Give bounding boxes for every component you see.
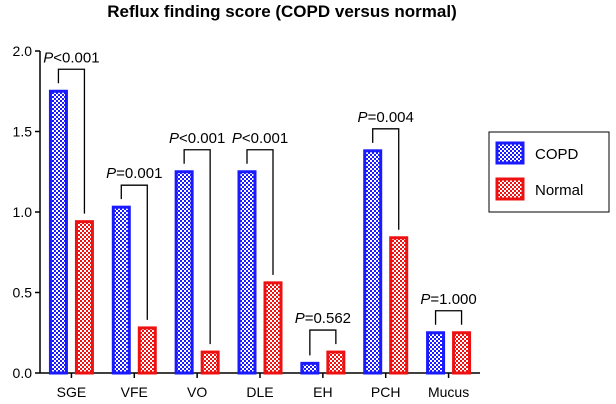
bars [48,89,472,375]
y-tick-label: 0.5 [13,285,33,301]
bar-normal-mucus [452,331,472,375]
significance-bracket [309,329,337,356]
p-value-label: P=1.000 [420,291,476,308]
significance-bracket [372,128,400,230]
bar-normal-dle [263,281,283,375]
significance-bracket [183,149,211,345]
x-tick-label: VFE [121,384,148,400]
legend-swatch-copd [495,141,525,165]
p-value-label: P<0.001 [43,49,99,66]
x-tick-label: Mucus [428,384,469,400]
bar-normal-vfe [137,326,157,375]
chart-title: Reflux finding score (COPD versus normal… [107,2,457,21]
axes: 0.0 0.5 1.0 1.5 2.0 SGE VFE VO DLE EH PCH Mucus [13,43,480,400]
bar-normal-pch [389,236,409,375]
x-tick-label: VO [187,384,207,400]
p-value-annotations: P<0.001 P=0.001 P<0.001 P<0.001 P=0.562 P=0.0… [43,49,477,356]
bar-copd-sge [48,89,68,375]
bar-copd-eh [300,361,320,375]
y-tick-label: 2.0 [13,43,33,59]
p-value-label: P<0.001 [169,130,225,147]
p-value-label: P<0.001 [232,130,288,147]
significance-bracket [120,184,148,320]
bar-copd-pch [363,149,383,375]
legend: COPD Normal [488,131,610,213]
bar-copd-vo [174,170,194,375]
significance-bracket [434,310,463,325]
y-tick-label: 1.0 [13,204,33,220]
legend-label-copd: COPD [535,146,579,163]
p-value-label: P=0.004 [358,109,414,126]
x-tick-label: DLE [246,384,273,400]
y-tick-label: 0.0 [13,365,33,381]
p-value-label: P=0.001 [106,165,162,182]
bar-normal-vo [200,350,220,375]
legend-label-normal: Normal [535,182,583,199]
bar-copd-mucus [426,331,446,375]
x-tick-label: PCH [371,384,401,400]
bar-copd-dle [237,170,257,375]
significance-bracket [246,149,274,275]
y-tick-label: 1.5 [13,124,33,140]
legend-swatch-normal [495,177,525,201]
bar-copd-vfe [111,205,131,375]
bar-normal-eh [326,350,346,375]
p-value-label: P=0.562 [295,310,351,327]
x-tick-label: EH [313,384,332,400]
bar-normal-sge [74,220,94,375]
x-tick-label: SGE [57,384,87,400]
significance-bracket [57,68,86,214]
